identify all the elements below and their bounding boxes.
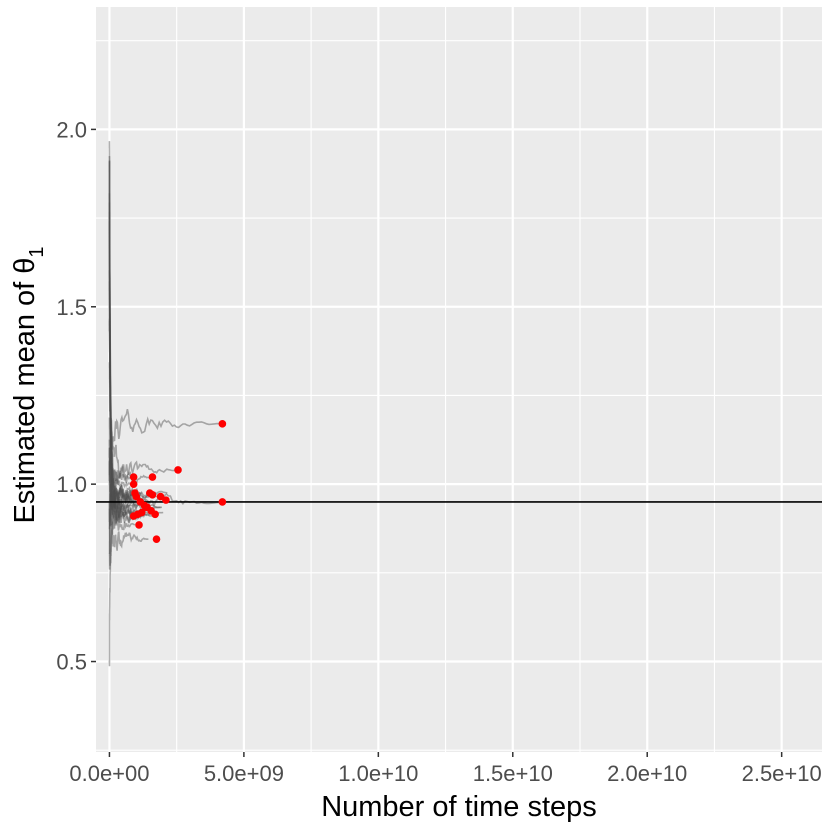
endpoint-marker	[218, 420, 227, 428]
endpoint-marker	[218, 498, 227, 506]
endpoint-marker	[129, 473, 138, 481]
x-axis: 0.0e+00 5.0e+09 1.0e+10 1.5e+10 2.0e+10 2.5e+…	[69, 752, 822, 786]
endpoint-markers	[129, 420, 227, 543]
x-tick-label: 1.5e+10	[473, 761, 553, 786]
endpoint-marker	[151, 510, 159, 519]
trace-line	[108, 408, 223, 570]
y-tick-label: 1.5	[56, 295, 87, 320]
endpoint-marker	[135, 521, 143, 529]
y-axis-title-main: Estimated mean of θ	[9, 258, 41, 524]
panel-background	[96, 7, 822, 752]
y-axis-title: Estimated mean of θ1	[9, 246, 48, 523]
y-tick-label: 2.0	[56, 117, 87, 142]
x-tick-label: 5.0e+09	[204, 761, 284, 786]
endpoint-marker	[152, 535, 161, 543]
endpoint-marker	[156, 492, 165, 501]
trace-line	[108, 447, 149, 551]
y-tick-label: 1.0	[56, 472, 87, 497]
trace-line	[108, 460, 136, 566]
trace-line	[108, 439, 157, 526]
grid-minor	[96, 7, 822, 752]
endpoint-marker	[132, 492, 141, 501]
endpoint-marker	[141, 503, 150, 512]
trace-line	[108, 193, 142, 502]
x-tick-label: 2.5e+10	[742, 761, 822, 786]
x-axis-title: Number of time steps	[321, 791, 597, 823]
grid-major	[96, 7, 822, 752]
x-tick-label: 1.0e+10	[338, 761, 418, 786]
trace-line	[108, 417, 137, 507]
endpoint-marker	[162, 496, 170, 504]
y-tick-label: 0.5	[56, 650, 87, 675]
trace-line	[108, 161, 140, 518]
trace-line	[108, 318, 179, 479]
trace-line	[108, 270, 164, 524]
endpoint-marker	[129, 480, 138, 488]
endpoint-marker	[136, 498, 145, 506]
trace-line	[108, 483, 133, 555]
y-axis: 0.5 1.0 1.5 2.0	[56, 117, 96, 675]
endpoint-marker	[174, 466, 182, 474]
trace-line	[108, 447, 223, 510]
trace-line	[108, 362, 154, 485]
trace-line	[108, 141, 134, 486]
endpoint-marker	[148, 473, 157, 481]
endpoint-marker	[148, 490, 157, 499]
x-tick-label: 2.0e+10	[607, 761, 687, 786]
x-tick-label: 0.0e+00	[69, 761, 149, 786]
trace-line	[108, 211, 132, 492]
endpoint-marker	[129, 512, 138, 520]
y-axis-title-subscript: 1	[26, 246, 48, 257]
